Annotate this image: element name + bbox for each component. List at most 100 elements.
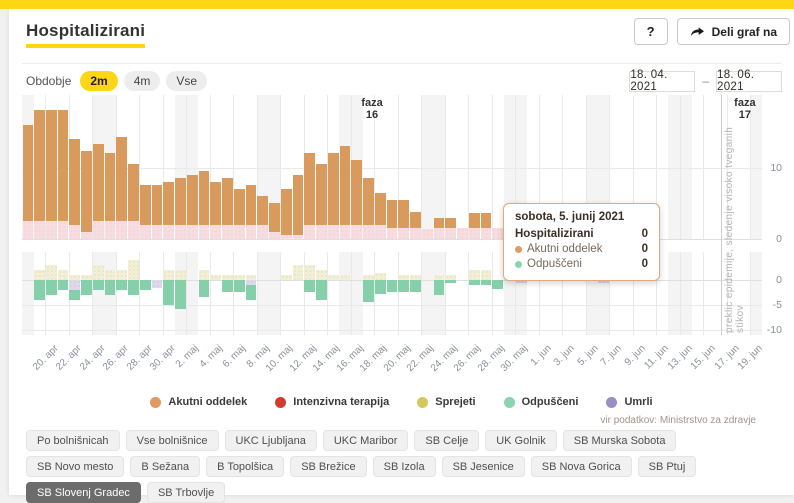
admitted-bar[interactable] [81,275,92,280]
icu-bar[interactable] [421,228,433,239]
acute-bar[interactable] [128,163,139,222]
share-button[interactable]: Deli graf na [676,18,790,45]
acute-bar[interactable] [45,110,57,222]
acute-bar[interactable] [351,160,363,225]
acute-bar[interactable] [210,181,222,225]
discharged-bar[interactable] [316,280,327,300]
icu-bar[interactable] [445,228,457,239]
icu-bar[interactable] [374,224,386,239]
icu-bar[interactable] [468,227,480,239]
acute-bar[interactable] [139,185,151,225]
icu-bar[interactable] [81,231,92,239]
icu-bar[interactable] [151,224,163,239]
discharged-bar[interactable] [480,280,492,285]
hospitalizations-chart[interactable]: faza 16 faza 17 preklic epidemije, sledenje … [22,95,762,335]
discharged-bar[interactable] [34,280,45,300]
acute-bar[interactable] [233,188,245,225]
icu-bar[interactable] [257,224,269,239]
acute-bar[interactable] [433,217,445,229]
hospital-button-sb-trbovlje[interactable]: SB Trbovlje [146,482,226,503]
acute-bar[interactable] [280,188,292,236]
icu-bar[interactable] [233,224,245,239]
admitted-bar[interactable] [34,270,45,280]
acute-bar[interactable] [57,110,69,222]
icu-bar[interactable] [69,224,81,239]
admitted-bar[interactable] [222,275,233,280]
acute-bar[interactable] [398,200,410,229]
icu-bar[interactable] [433,228,445,239]
admitted-bar[interactable] [104,270,116,280]
discharged-bar[interactable] [468,280,480,285]
acute-bar[interactable] [22,124,34,222]
hospital-button-sb-murska-sobota[interactable]: SB Murska Sobota [562,430,677,451]
icu-bar[interactable] [128,221,139,239]
icu-bar[interactable] [92,221,104,239]
discharged-bar[interactable] [398,280,410,292]
acute-bar[interactable] [186,174,198,225]
hospital-button-vse-bolni-nice[interactable]: Vse bolnišnice [125,430,219,451]
discharged-bar[interactable] [92,280,104,290]
discharged-bar[interactable] [410,280,421,292]
admitted-bar[interactable] [410,275,421,280]
admitted-bar[interactable] [363,275,374,280]
acute-bar[interactable] [410,211,421,229]
deaths-bar[interactable] [69,280,81,290]
icu-bar[interactable] [457,228,468,239]
acute-bar[interactable] [81,151,92,232]
acute-bar[interactable] [116,136,128,222]
discharged-bar[interactable] [116,280,128,290]
hospital-button-sb-izola[interactable]: SB Izola [372,456,436,477]
hospital-button-sb-slovenj-gradec[interactable]: SB Slovenj Gradec [26,482,141,503]
discharged-bar[interactable] [386,280,398,292]
icu-bar[interactable] [198,224,210,239]
icu-bar[interactable] [492,227,504,239]
acute-bar[interactable] [327,153,339,225]
acute-bar[interactable] [245,185,257,225]
admitted-bar[interactable] [398,275,410,280]
discharged-bar[interactable] [233,280,245,292]
acute-bar[interactable] [269,203,280,232]
date-to-input[interactable]: 18. 06. 2021 [716,69,782,93]
icu-bar[interactable] [57,221,69,239]
icu-bar[interactable] [269,231,280,239]
icu-bar[interactable] [222,224,233,239]
hospital-button-sb-ptuj[interactable]: SB Ptuj [637,456,697,477]
discharged-bar[interactable] [492,280,504,289]
acute-bar[interactable] [222,178,233,225]
acute-bar[interactable] [163,181,175,225]
admitted-bar[interactable] [198,270,210,280]
discharged-bar[interactable] [245,285,257,300]
discharged-bar[interactable] [128,280,139,295]
discharged-bar[interactable] [445,280,457,283]
admitted-bar[interactable] [292,265,304,280]
admitted-bar[interactable] [116,270,128,280]
deaths-bar[interactable] [151,280,163,288]
admitted-bar[interactable] [480,270,492,280]
icu-bar[interactable] [34,221,45,239]
acute-bar[interactable] [445,217,457,229]
admitted-bar[interactable] [45,265,57,280]
admitted-bar[interactable] [245,275,257,280]
acute-bar[interactable] [292,174,304,236]
admitted-bar[interactable] [280,275,292,280]
admitted-bar[interactable] [468,270,480,280]
lower-plot-admissions-discharges[interactable] [22,252,762,335]
admitted-bar[interactable] [57,270,69,280]
icu-bar[interactable] [116,221,128,239]
hospital-button-sb-jesenice[interactable]: SB Jesenice [441,456,525,477]
hospital-button-sb-bre-ice[interactable]: SB Brežice [290,456,367,477]
discharged-bar[interactable] [374,280,386,294]
admitted-bar[interactable] [233,275,245,280]
discharged-bar[interactable] [433,280,445,295]
icu-bar[interactable] [22,221,34,239]
acute-bar[interactable] [363,178,374,225]
icu-bar[interactable] [163,224,175,239]
icu-bar[interactable] [363,224,374,239]
icu-bar[interactable] [104,221,116,239]
icu-bar[interactable] [292,235,304,239]
icu-bar[interactable] [386,228,398,239]
icu-bar[interactable] [316,224,327,239]
admitted-bar[interactable] [92,265,104,280]
discharged-bar[interactable] [104,280,116,295]
period-option-2m[interactable]: 2m [80,71,118,91]
